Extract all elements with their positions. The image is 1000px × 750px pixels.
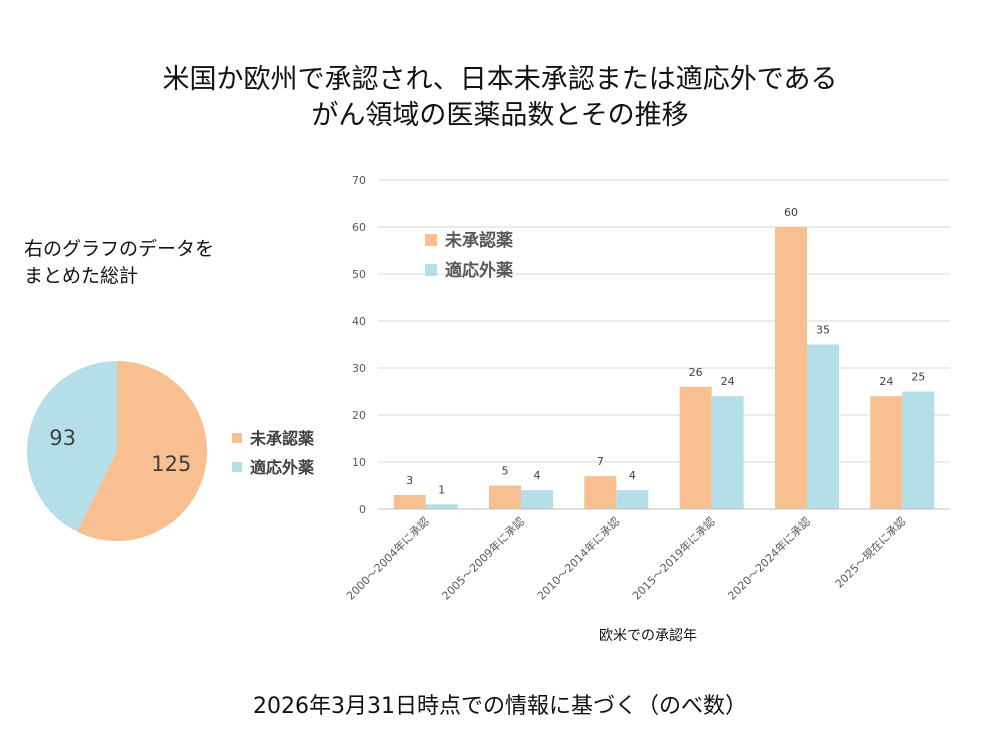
bar-legend-swatch [425,234,437,246]
bar-value-label: 26 [689,366,703,379]
y-tick-label: 50 [352,268,366,281]
bar [807,344,839,509]
chart-title: 米国か欧州で承認され、日本未承認または適応外である がん領域の医薬品数とその推移 [0,62,1000,134]
pie-legend-label: 未承認薬 [249,429,315,448]
pie-caption: 右のグラフのデータを まとめた総計 [24,236,214,290]
bar [679,386,712,509]
bar-legend-swatch [425,264,437,276]
pie-slice-label: 125 [151,452,191,476]
pie-legend-swatch [232,462,242,472]
title-line-2: がん領域の医薬品数とその推移 [311,100,689,131]
pie-slice [26,361,118,532]
bar [584,476,617,509]
bar-legend-label: 未承認薬 [444,230,513,251]
bar-value-label: 25 [911,371,925,384]
bar-value-label: 60 [784,206,798,219]
bar-value-label: 24 [879,375,893,388]
bar-value-label: 24 [721,375,735,388]
bar-value-label: 5 [502,465,509,478]
bar-value-label: 3 [406,474,413,487]
x-category-label: 2000～2004年に承認 [343,514,431,602]
pie-caption-line-2: まとめた総計 [24,265,139,287]
y-tick-label: 20 [352,409,366,422]
bar [711,396,744,509]
bar [902,391,935,509]
bar [425,504,458,509]
bar [393,494,426,509]
bar-value-label: 7 [597,455,604,468]
x-axis-title: 欧米での承認年 [599,628,697,644]
x-category-label: 2005～2009年に承認 [439,514,527,602]
x-category-label: 2010～2014年に承認 [534,514,622,602]
y-tick-label: 30 [352,362,366,375]
bar [775,227,807,509]
bar [870,396,903,509]
bar-legend-label: 適応外薬 [445,260,513,281]
bar-value-label: 1 [438,483,445,496]
pie-caption-line-1: 右のグラフのデータを [24,238,215,260]
y-tick-label: 40 [352,315,366,328]
y-tick-label: 0 [359,503,366,516]
y-tick-label: 10 [352,456,366,469]
bar-value-label: 4 [534,469,541,482]
bar [616,490,649,509]
y-tick-label: 70 [352,174,366,187]
x-category-label: 2020～2024年に承認 [725,514,813,602]
pie-legend-label: 適応外薬 [250,458,315,477]
pie-legend-swatch [232,433,242,443]
bar [489,485,521,509]
bar-value-label: 35 [816,324,830,337]
x-category-label: 2025～現在に承認 [832,514,908,590]
pie-slice-label: 93 [49,426,76,450]
bar [521,490,553,509]
data-source-note: 2026年3月31日時点での情報に基づく（のべ数） [253,694,747,719]
x-category-label: 2015～2019年に承認 [629,514,717,602]
y-tick-label: 60 [352,221,366,234]
bar-value-label: 4 [629,469,636,482]
title-line-1: 米国か欧州で承認され、日本未承認または適応外である [162,64,838,95]
bar-chart: 0 10 20 30 40 50 60 70 3 1 2000～2004年に承認 5 4 2005～200… [343,174,950,644]
pie-slice [76,361,207,541]
